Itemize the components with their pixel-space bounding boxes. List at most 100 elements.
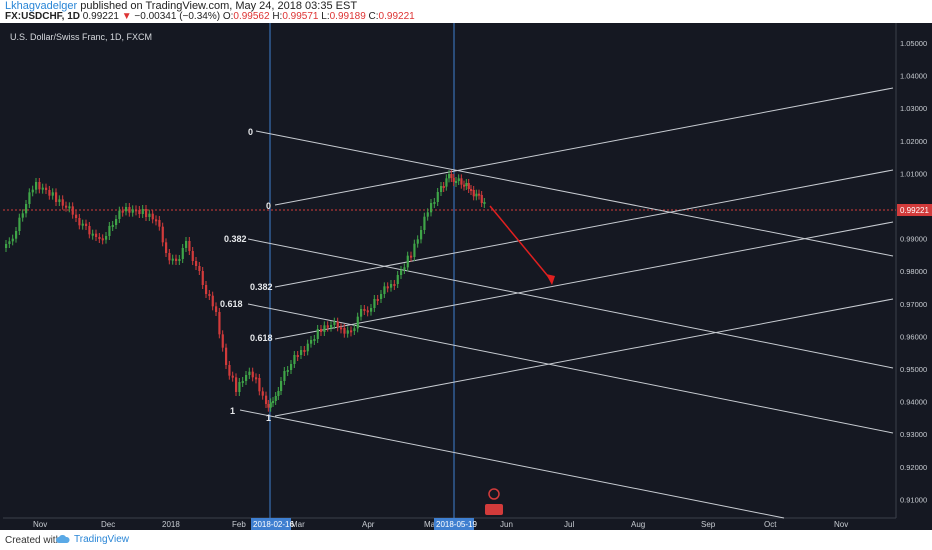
candle-body — [426, 212, 429, 217]
candle-body — [38, 182, 41, 190]
candle-body — [258, 378, 261, 392]
candle-body — [95, 233, 98, 237]
fib-label: 0.382 — [224, 234, 247, 244]
candle-body — [175, 258, 178, 261]
candle-body — [121, 210, 124, 213]
candle-body — [135, 209, 138, 212]
publish-info: Lkhagvadelger published on TradingView.c… — [5, 0, 357, 12]
fib-line-0618 — [247, 303, 894, 434]
candle-body — [138, 210, 141, 214]
candle-body — [215, 306, 218, 312]
fib-line-1 — [239, 409, 785, 519]
tradingview-logo[interactable]: TradingView — [56, 534, 129, 545]
candle-body — [198, 266, 201, 271]
fib-line-0382 — [247, 238, 894, 369]
fib-label: 1 — [230, 406, 235, 416]
candle-body — [403, 267, 406, 270]
candle-body — [303, 350, 306, 352]
time-tick-label: Jul — [564, 520, 574, 529]
candle-body — [145, 209, 148, 217]
candle-body — [91, 233, 94, 236]
candle-body — [478, 193, 481, 196]
open-label: O: — [222, 11, 234, 22]
price-tick-label: 0.93000 — [900, 430, 927, 439]
low-value: 0.99189 — [329, 11, 366, 22]
candle-body — [480, 195, 483, 203]
chart-title: U.S. Dollar/Swiss Franc, 1D, FXCM — [10, 32, 152, 42]
fib-rise-0618 — [274, 221, 894, 340]
candle-body — [333, 321, 336, 325]
candle-body — [455, 181, 458, 183]
candle-body — [75, 214, 78, 218]
time-axis[interactable]: Nov Dec 2018 Feb Mar Apr Ma Jun Jul Aug Sep Oct Nov — [33, 520, 848, 529]
candle-body — [343, 328, 346, 334]
candle-body — [433, 202, 436, 204]
candle-body — [326, 325, 329, 328]
candle-body — [430, 203, 433, 213]
candle-body — [201, 271, 204, 285]
candle-body — [423, 216, 426, 230]
candle-body — [420, 230, 423, 240]
close-label: C: — [368, 11, 379, 22]
candle-body — [228, 365, 231, 376]
chart-area[interactable]: 0 0.382 0.618 1 0 0.382 0.618 1 1.05000 1… — [0, 23, 932, 530]
candle-body — [261, 391, 264, 396]
footer: Created with TradingView — [0, 530, 932, 550]
candle-body — [353, 328, 356, 331]
price-tick-label: 0.99000 — [900, 235, 927, 244]
time-tick-label: Jun — [500, 520, 513, 529]
candle-body — [448, 174, 451, 179]
candle-body — [300, 350, 303, 355]
last-price-tag-label: 0.99221 — [900, 206, 929, 215]
plot-background — [3, 23, 896, 518]
candle-body — [290, 364, 293, 370]
candle-body — [383, 286, 386, 294]
time-tick-label: Nov — [834, 520, 848, 529]
author-link[interactable]: Lkhagvadelger — [5, 0, 78, 12]
price-chart[interactable]: 0 0.382 0.618 1 0 0.382 0.618 1 1.05000 1… — [0, 23, 932, 530]
candle-body — [221, 334, 224, 348]
candle-body — [356, 316, 359, 329]
candle-body — [330, 325, 333, 328]
candle-body — [81, 223, 84, 226]
candle-body — [360, 309, 363, 317]
candle-body — [413, 243, 416, 257]
forecast-arrow — [489, 205, 553, 282]
event-flag-icon[interactable] — [488, 488, 500, 500]
candle-body — [85, 223, 88, 226]
candle-body — [373, 299, 376, 308]
price-tick-label: 0.98000 — [900, 267, 927, 276]
candle-body — [168, 253, 171, 261]
candle-body — [118, 210, 121, 219]
candle-body — [390, 284, 393, 288]
candle-body — [440, 186, 443, 192]
candle-body — [265, 395, 268, 404]
candle-body — [376, 299, 379, 301]
candle-body — [151, 213, 154, 220]
time-tick-label: Apr — [362, 520, 375, 529]
candle-body — [310, 340, 313, 344]
candle-body — [410, 255, 413, 258]
candle-body — [78, 218, 81, 226]
candle-body — [115, 219, 118, 225]
candle-body — [108, 226, 111, 236]
candle-body — [225, 347, 228, 365]
time-tick-label: Feb — [232, 520, 246, 529]
event-badge-icon[interactable] — [485, 504, 503, 515]
candle-body — [316, 329, 319, 339]
candle-body — [386, 286, 389, 289]
candle-body — [277, 391, 280, 396]
candle-body — [178, 259, 181, 261]
candle-body — [472, 190, 475, 197]
candle-body — [283, 371, 286, 381]
price-tick-label: 0.92000 — [900, 463, 927, 472]
candle-body — [158, 220, 161, 227]
price-axis[interactable]: 1.050001.040001.030001.020001.010001.000… — [900, 39, 927, 530]
candle-body — [101, 238, 104, 241]
candle-body — [457, 178, 460, 181]
candle-body — [128, 207, 131, 213]
candle-body — [251, 371, 254, 378]
fib-label: 0 — [266, 201, 271, 211]
time-tick-label: Sep — [701, 520, 716, 529]
high-label: H: — [272, 11, 283, 22]
